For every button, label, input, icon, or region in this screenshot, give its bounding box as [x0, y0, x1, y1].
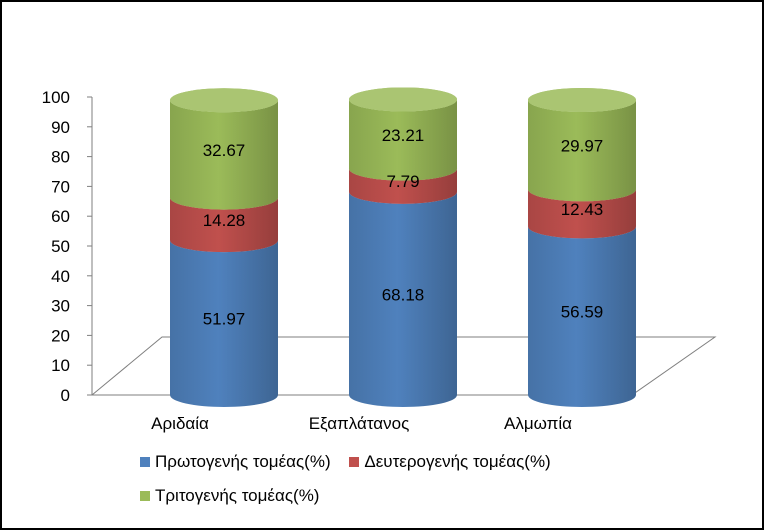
legend-item-primary[interactable]: Πρωτογενής τομέας(%): [140, 452, 331, 472]
y-tick-label: 60: [51, 207, 70, 226]
bar-top-cap: [170, 88, 278, 113]
data-label: 14.28: [203, 211, 246, 230]
bar-segment[interactable]: [170, 240, 278, 407]
category-axis: Αριδαία Εξαπλάτανος Αλμωπία: [151, 414, 572, 433]
legend: Πρωτογενής τομέας(%) Δευτερογενής τομέας…: [140, 452, 740, 520]
data-label: 68.18: [382, 285, 425, 304]
x-tick-label: Εξαπλάτανος: [309, 414, 410, 433]
data-label: 51.97: [203, 310, 246, 329]
bar-top-cap: [528, 88, 636, 113]
x-tick-label: Αλμωπία: [504, 414, 572, 433]
legend-label-tertiary: Τριτογενής τομέας(%): [155, 486, 320, 505]
legend-swatch-tertiary: [140, 491, 150, 501]
bar-segment[interactable]: [528, 100, 636, 202]
legend-label-secondary: Δευτερογενής τομέας(%): [364, 452, 551, 471]
legend-label-primary: Πρωτογενής τομέας(%): [155, 452, 331, 471]
y-tick-label: 40: [51, 267, 70, 286]
data-label: 23.21: [382, 126, 425, 145]
y-tick-label: 90: [51, 118, 70, 137]
value-axis: 0 10 20 30 40 50 60 70 80 90 100: [42, 88, 93, 405]
y-tick-label: 0: [61, 386, 70, 405]
data-label: 7.79: [386, 172, 419, 191]
y-tick-label: 70: [51, 177, 70, 196]
bar-segment[interactable]: [349, 168, 457, 204]
x-tick-label: Αριδαία: [151, 414, 209, 433]
bar-segment[interactable]: [528, 226, 636, 407]
y-tick-label: 20: [51, 326, 70, 345]
y-tick-label: 50: [51, 237, 70, 256]
bar-segment[interactable]: [170, 197, 278, 253]
bar-segment[interactable]: [349, 191, 457, 407]
bars: [170, 87, 636, 407]
bar-segment[interactable]: [170, 100, 278, 210]
legend-item-secondary[interactable]: Δευτερογενής τομέας(%): [349, 452, 551, 472]
data-label: 56.59: [561, 303, 604, 322]
bar-segment[interactable]: [349, 99, 457, 181]
data-labels: 51.97 14.28 32.67 68.18 7.79 23.21 56.59 12.43 2…: [203, 126, 604, 329]
legend-item-tertiary[interactable]: Τριτογενής τομέας(%): [140, 486, 319, 506]
data-label: 29.97: [561, 137, 604, 156]
y-tick-label: 100: [42, 88, 70, 107]
legend-swatch-primary: [140, 457, 150, 467]
data-label: 12.43: [561, 200, 604, 219]
bar-segment[interactable]: [528, 189, 636, 239]
bar-top-cap: [349, 87, 457, 112]
legend-swatch-secondary: [349, 457, 360, 467]
y-tick-label: 30: [51, 297, 70, 316]
y-tick-label: 10: [51, 356, 70, 375]
y-tick-label: 80: [51, 148, 70, 167]
data-label: 32.67: [203, 141, 246, 160]
